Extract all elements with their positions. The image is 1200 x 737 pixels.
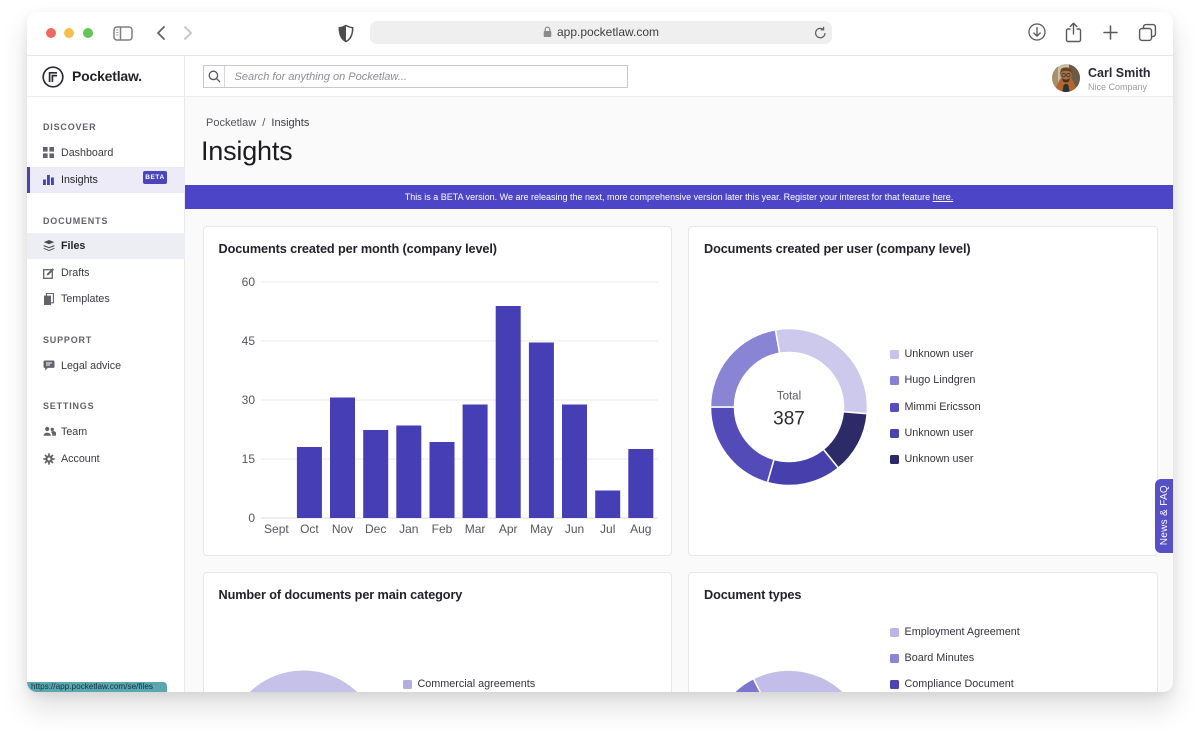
svg-text:0: 0: [248, 511, 255, 525]
svg-text:Mar: Mar: [464, 522, 485, 536]
svg-text:30: 30: [241, 393, 255, 407]
svg-text:45: 45: [241, 334, 255, 348]
svg-text:15: 15: [241, 452, 255, 466]
svg-text:60: 60: [241, 275, 255, 289]
svg-text:Nov: Nov: [331, 522, 352, 536]
svg-text:Total: Total: [777, 391, 801, 403]
svg-text:May: May: [530, 522, 553, 536]
svg-text:Jan: Jan: [399, 522, 418, 536]
svg-text:387: 387: [773, 409, 805, 430]
svg-text:Oct: Oct: [300, 522, 319, 536]
svg-text:Jul: Jul: [600, 522, 615, 536]
svg-text:Jun: Jun: [564, 522, 583, 536]
svg-text:Sept: Sept: [264, 522, 289, 536]
svg-text:Feb: Feb: [431, 522, 452, 536]
svg-text:Dec: Dec: [365, 522, 386, 536]
svg-text:Apr: Apr: [498, 522, 517, 536]
svg-text:Aug: Aug: [630, 522, 651, 536]
